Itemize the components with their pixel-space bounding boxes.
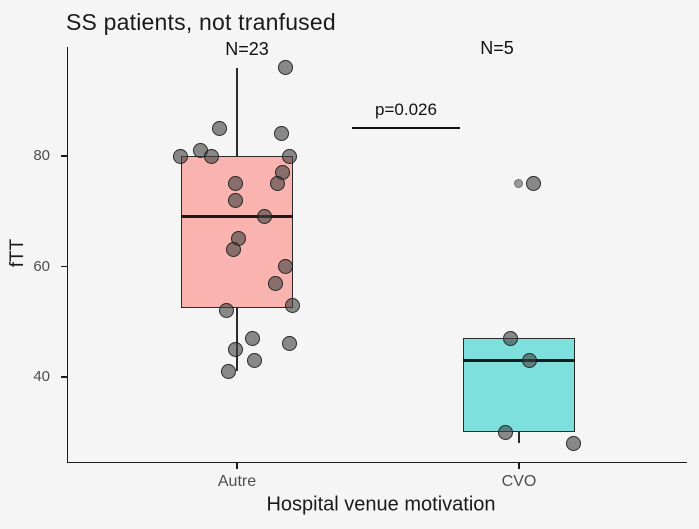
x-tick <box>518 463 520 469</box>
data-point <box>284 297 300 313</box>
lower-whisker <box>236 307 238 372</box>
group-count-label-cvo: N=5 <box>480 38 514 58</box>
data-point <box>525 176 541 192</box>
significance-line <box>352 127 460 129</box>
data-point <box>225 242 241 258</box>
data-point <box>273 126 289 142</box>
p-value-label: p=0.026 <box>375 100 437 119</box>
x-tick <box>236 463 238 469</box>
data-point <box>281 336 297 352</box>
y-tick <box>60 155 67 157</box>
data-point <box>277 60 293 76</box>
y-tick <box>60 376 67 378</box>
median-line <box>181 215 293 219</box>
box <box>463 338 575 433</box>
data-point <box>269 176 285 192</box>
data-point <box>497 424 513 440</box>
data-point <box>220 363 236 379</box>
data-point <box>227 176 243 192</box>
outlier-point <box>513 179 523 189</box>
y-tick-label: 40 <box>33 368 50 385</box>
data-point <box>218 303 234 319</box>
x-axis-title: Hospital venue motivation <box>266 493 496 516</box>
data-point <box>227 192 243 208</box>
group-count-label-autre: N=23 <box>225 39 269 59</box>
data-point <box>172 148 188 164</box>
x-axis-line <box>66 461 687 463</box>
y-tick-label: 60 <box>33 257 50 275</box>
data-point <box>203 148 219 164</box>
median-line <box>463 358 575 362</box>
data-point <box>502 330 518 346</box>
lower-whisker <box>518 432 520 444</box>
chart-title: SS patients, not tranfused <box>66 9 336 35</box>
data-point <box>521 352 537 368</box>
data-point <box>281 148 297 164</box>
data-point <box>277 259 293 274</box>
category-label: CVO <box>501 473 537 490</box>
data-point <box>256 209 272 225</box>
y-axis-line <box>66 47 68 463</box>
data-point <box>565 435 581 451</box>
y-tick <box>60 265 67 268</box>
data-point <box>244 330 260 346</box>
data-point <box>227 341 243 357</box>
y-tick-label: 80 <box>33 147 50 164</box>
upper-whisker <box>236 67 238 156</box>
data-point <box>267 275 283 291</box>
category-label: Autre <box>217 473 257 490</box>
data-point <box>211 120 227 136</box>
data-point <box>246 352 262 368</box>
